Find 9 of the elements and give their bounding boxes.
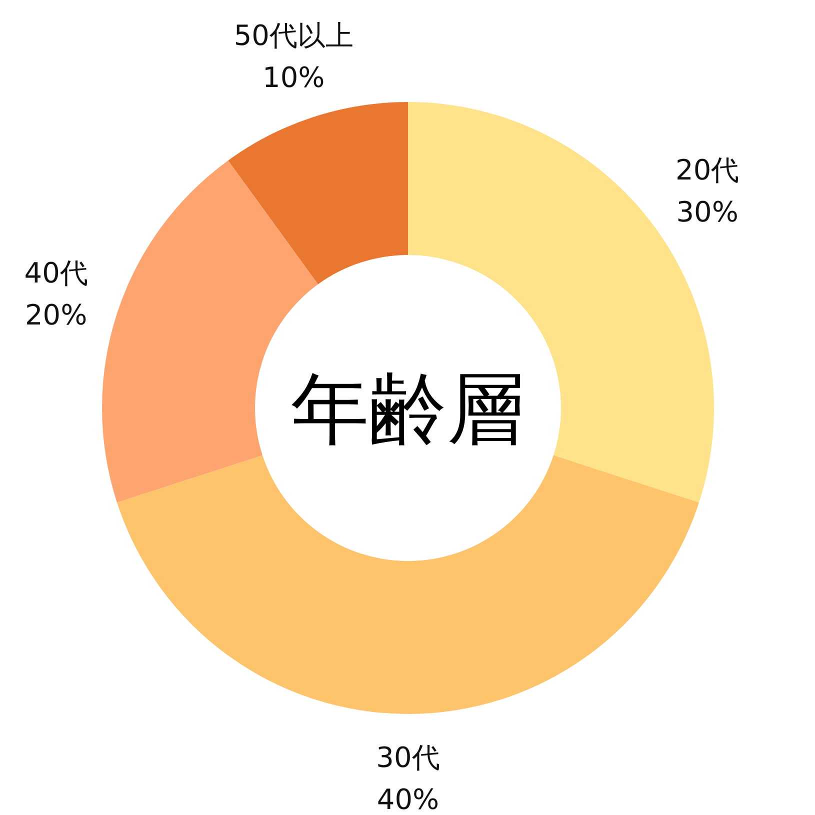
slice-label: 30代 [376,741,440,774]
slice-label: 40代 [24,256,88,290]
data-label: 30% [676,196,738,229]
slice-label: 50代以上 [234,19,354,52]
data-label: 40% [376,783,440,815]
text: 年齢層 [291,365,525,455]
data-label: 20% [24,298,88,332]
data-label: 10% [262,61,325,94]
slice-label: 20代 [676,154,740,187]
